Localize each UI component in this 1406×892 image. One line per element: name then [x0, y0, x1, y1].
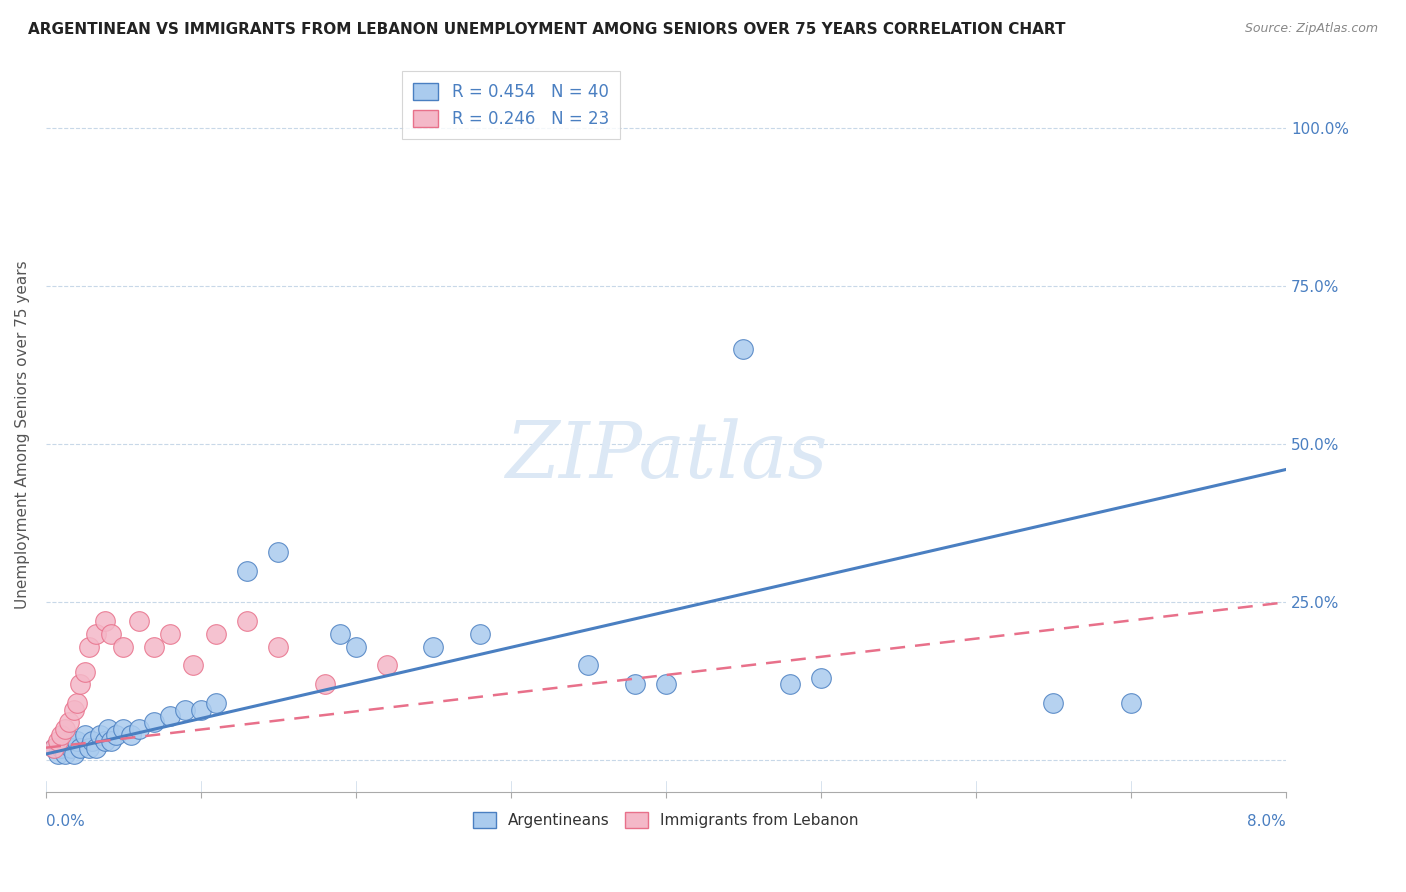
Point: [205, 697, 228, 711]
Point: [1042, 697, 1064, 711]
Point: [375, 658, 398, 673]
Point: [1384, 121, 1406, 136]
Point: [236, 564, 259, 578]
Point: [66, 697, 89, 711]
Point: [94, 734, 117, 748]
Point: [82, 734, 104, 748]
Point: [48, 734, 70, 748]
Y-axis label: Unemployment Among Seniors over 75 years: Unemployment Among Seniors over 75 years: [15, 260, 30, 609]
Point: [66, 734, 89, 748]
Point: [1119, 697, 1142, 711]
Text: 0.0%: 0.0%: [46, 814, 84, 829]
Point: [79, 740, 101, 755]
Point: [42, 740, 65, 755]
Point: [104, 728, 127, 742]
Point: [174, 703, 197, 717]
Point: [69, 677, 91, 691]
Point: [810, 671, 832, 685]
Text: 8.0%: 8.0%: [1247, 814, 1286, 829]
Point: [159, 627, 181, 641]
Point: [63, 747, 86, 761]
Point: [51, 728, 73, 742]
Point: [422, 640, 444, 654]
Point: [128, 614, 150, 628]
Point: [578, 658, 600, 673]
Point: [190, 703, 212, 717]
Text: ZIPatlas: ZIPatlas: [505, 418, 827, 494]
Point: [84, 627, 107, 641]
Point: [89, 728, 111, 742]
Point: [159, 709, 181, 723]
Point: [97, 722, 120, 736]
Point: [63, 703, 86, 717]
Point: [112, 640, 135, 654]
Point: [42, 740, 65, 755]
Point: [344, 640, 367, 654]
Point: [314, 677, 336, 691]
Point: [51, 740, 73, 755]
Point: [79, 640, 101, 654]
Point: [100, 627, 122, 641]
Point: [69, 740, 91, 755]
Point: [236, 614, 259, 628]
Point: [48, 747, 70, 761]
Point: [58, 715, 80, 730]
Point: [53, 722, 76, 736]
Point: [120, 728, 142, 742]
Point: [128, 722, 150, 736]
Point: [468, 627, 491, 641]
Point: [655, 677, 678, 691]
Legend: Argentineans, Immigrants from Lebanon: Argentineans, Immigrants from Lebanon: [467, 806, 865, 834]
Point: [56, 734, 79, 748]
Point: [143, 715, 166, 730]
Point: [267, 544, 290, 558]
Point: [73, 665, 96, 679]
Point: [143, 640, 166, 654]
Point: [779, 677, 801, 691]
Point: [733, 343, 755, 357]
Text: Source: ZipAtlas.com: Source: ZipAtlas.com: [1244, 22, 1378, 36]
Point: [53, 747, 76, 761]
Point: [624, 677, 647, 691]
Point: [181, 658, 204, 673]
Point: [112, 722, 135, 736]
Point: [267, 640, 290, 654]
Point: [205, 627, 228, 641]
Point: [100, 734, 122, 748]
Point: [84, 740, 107, 755]
Point: [329, 627, 352, 641]
Text: ARGENTINEAN VS IMMIGRANTS FROM LEBANON UNEMPLOYMENT AMONG SENIORS OVER 75 YEARS : ARGENTINEAN VS IMMIGRANTS FROM LEBANON U…: [28, 22, 1066, 37]
Point: [59, 740, 82, 755]
Point: [94, 614, 117, 628]
Point: [73, 728, 96, 742]
